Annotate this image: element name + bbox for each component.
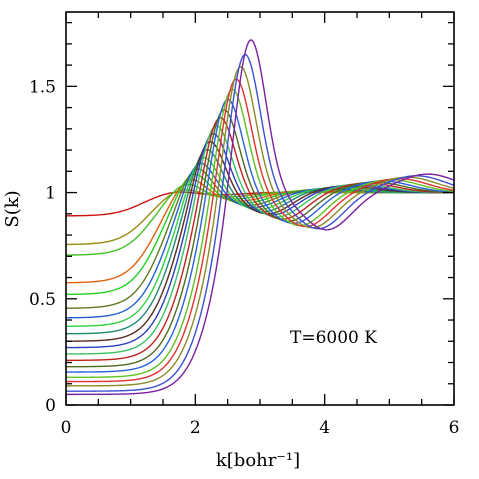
y-tick-label: 1.5 (29, 77, 56, 97)
y-tick-label: 1 (45, 184, 56, 204)
series-line-14 (66, 108, 455, 368)
x-tick-label: 0 (61, 418, 72, 438)
series-line-9 (65, 148, 454, 335)
series-line-13 (66, 117, 455, 362)
x-axis-title: k[bohr⁻¹] (216, 450, 300, 471)
series-line-19 (66, 53, 455, 392)
y-tick-label: 0 (45, 396, 56, 416)
y-axis-title: S(k) (2, 190, 23, 227)
x-tick-label: 2 (190, 418, 201, 438)
series-line-18 (66, 65, 455, 387)
tick-layer (65, 12, 455, 406)
series-line-20 (66, 39, 455, 396)
label-layer: 0 2 4 6 0 0.5 1 1.5 (29, 77, 459, 438)
temperature-annotation: T=6000 K (290, 328, 377, 348)
x-tick-label: 4 (319, 418, 330, 438)
series-line-11 (65, 132, 454, 349)
series-layer (65, 39, 455, 396)
y-tick-label: 0.5 (29, 290, 56, 310)
x-tick-label: 6 (449, 418, 460, 438)
series-line-12 (65, 124, 455, 355)
series-line-16 (66, 88, 455, 379)
series-line-10 (65, 141, 454, 342)
